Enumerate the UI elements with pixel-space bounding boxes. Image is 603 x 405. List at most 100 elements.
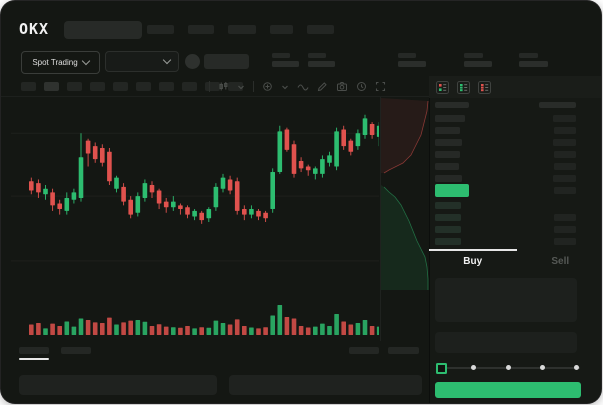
ask-amount-placeholder	[554, 162, 576, 170]
timeframe-button[interactable]	[113, 82, 128, 91]
ask-amount-placeholder	[553, 138, 576, 146]
orderbook-view-bids-icon[interactable]	[457, 80, 470, 94]
ask-row[interactable]	[435, 136, 576, 148]
line-tool-icon[interactable]	[297, 81, 309, 92]
market-stats	[272, 53, 582, 71]
chevron-down-icon[interactable]	[237, 83, 245, 91]
coin-avatar	[185, 54, 200, 69]
draw-icon[interactable]	[317, 81, 328, 92]
chart-bottom-tabs	[19, 347, 422, 361]
clock-icon[interactable]	[356, 81, 367, 92]
slider-stop[interactable]	[505, 365, 511, 370]
slider-stop[interactable]	[574, 365, 579, 370]
orderbook-view-combined-icon[interactable]	[436, 80, 449, 94]
ask-amount-placeholder	[554, 126, 576, 134]
bid-amount-placeholder	[554, 237, 576, 245]
orderbook-column-headers	[435, 102, 576, 108]
order-side-tabs: Buy Sell	[429, 249, 601, 273]
timeframe-button[interactable]	[136, 82, 151, 91]
stat-value-placeholder	[519, 61, 548, 67]
ask-row[interactable]	[435, 124, 576, 136]
orderbook-view-asks-icon[interactable]	[478, 80, 491, 94]
stat-group	[398, 53, 426, 67]
candlestick-chart[interactable]	[11, 97, 379, 339]
price-field[interactable]	[435, 278, 577, 322]
ask-size-placeholder	[435, 150, 460, 158]
ask-row[interactable]	[435, 112, 576, 124]
pair-selector-dropdown[interactable]	[105, 51, 179, 72]
bid-amount-placeholder	[554, 213, 576, 221]
timeframe-button[interactable]	[21, 82, 36, 91]
last-price-badge	[435, 183, 469, 197]
ask-row[interactable]	[435, 160, 576, 172]
bottom-tab-placeholder[interactable]	[61, 347, 91, 354]
ask-amount-placeholder	[554, 150, 576, 158]
ask-amount-placeholder	[553, 174, 576, 182]
timeframe-button[interactable]	[67, 82, 82, 91]
stat-group	[272, 53, 299, 67]
orderbook-panel: Buy Sell	[429, 76, 601, 403]
amount-field[interactable]	[435, 332, 577, 353]
nav-item-placeholder[interactable]	[307, 25, 334, 34]
chart-tools	[209, 80, 386, 93]
tab-sell-label: Sell	[551, 255, 570, 267]
nav-item-placeholder[interactable]	[270, 25, 293, 34]
divider	[429, 76, 430, 403]
tab-sell[interactable]: Sell	[517, 249, 602, 273]
bottom-tab-placeholder[interactable]	[388, 347, 419, 354]
bid-row[interactable]	[435, 211, 576, 223]
divider	[209, 81, 210, 92]
divider	[1, 96, 429, 97]
last-price-amount-placeholder	[554, 186, 576, 194]
timeframe-button[interactable]	[182, 82, 197, 91]
bottom-tab-placeholder[interactable]	[349, 347, 379, 354]
active-bottom-tab-indicator	[19, 358, 49, 360]
timeframe-button[interactable]	[44, 82, 59, 91]
brand-logo[interactable]: OKX	[19, 20, 50, 38]
fullscreen-icon[interactable]	[375, 81, 386, 92]
bottom-tab-placeholder[interactable]	[19, 347, 49, 354]
slider-stop[interactable]	[539, 365, 545, 370]
nav-item-placeholder[interactable]	[188, 25, 214, 34]
timeframe-button[interactable]	[159, 82, 174, 91]
ask-size-placeholder	[435, 174, 462, 182]
bid-row[interactable]	[435, 199, 576, 211]
tab-buy[interactable]: Buy	[429, 249, 517, 273]
bid-row[interactable]	[435, 235, 576, 247]
indicators-icon[interactable]	[262, 81, 273, 92]
slider-handle[interactable]	[436, 363, 447, 374]
amount-slider[interactable]	[436, 362, 580, 374]
orderbook-toolbar	[429, 76, 601, 98]
ask-row[interactable]	[435, 172, 576, 184]
search-input[interactable]	[64, 21, 142, 39]
depth-chart	[381, 98, 429, 290]
slider-stop[interactable]	[471, 365, 477, 370]
bid-size-placeholder	[435, 225, 461, 233]
top-nav	[147, 25, 334, 34]
stat-group	[464, 53, 492, 67]
header-action-placeholder[interactable]	[204, 54, 249, 69]
camera-icon[interactable]	[336, 81, 348, 92]
market-type-dropdown[interactable]: Spot Trading	[21, 51, 100, 74]
timeframe-row	[21, 82, 243, 91]
bid-size-placeholder	[435, 237, 461, 245]
active-tab-indicator	[429, 249, 517, 251]
nav-item-placeholder[interactable]	[147, 25, 174, 34]
chevron-down-icon[interactable]	[281, 83, 289, 91]
nav-item-placeholder[interactable]	[228, 25, 256, 34]
stat-group	[308, 53, 335, 67]
divider	[253, 81, 254, 92]
orderbook-asks	[435, 112, 576, 184]
ask-size-placeholder	[435, 114, 465, 122]
candle-style-icon[interactable]	[218, 81, 229, 92]
bid-row[interactable]	[435, 223, 576, 235]
timeframe-button[interactable]	[90, 82, 105, 91]
ask-size-placeholder	[435, 162, 459, 170]
last-price-row[interactable]	[435, 183, 576, 197]
timeframe-button[interactable]	[205, 82, 220, 91]
timeframe-button[interactable]	[228, 82, 243, 91]
buy-submit-button[interactable]	[435, 382, 581, 398]
ask-row[interactable]	[435, 148, 576, 160]
